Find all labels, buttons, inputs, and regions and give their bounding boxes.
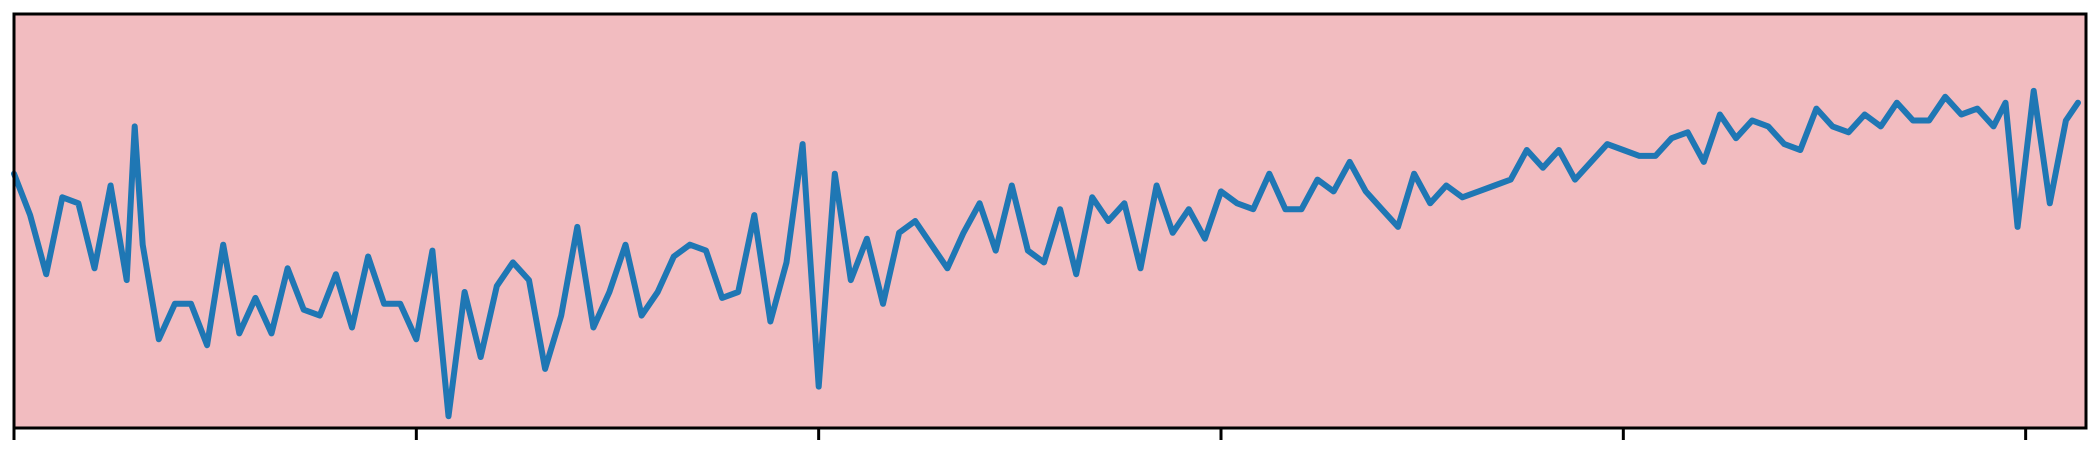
x-tick-layer	[12, 428, 2028, 440]
series-line-0	[11, 87, 2081, 420]
plot-frame	[12, 12, 2088, 430]
plot-background	[14, 14, 2086, 428]
series-layer	[11, 87, 2081, 420]
